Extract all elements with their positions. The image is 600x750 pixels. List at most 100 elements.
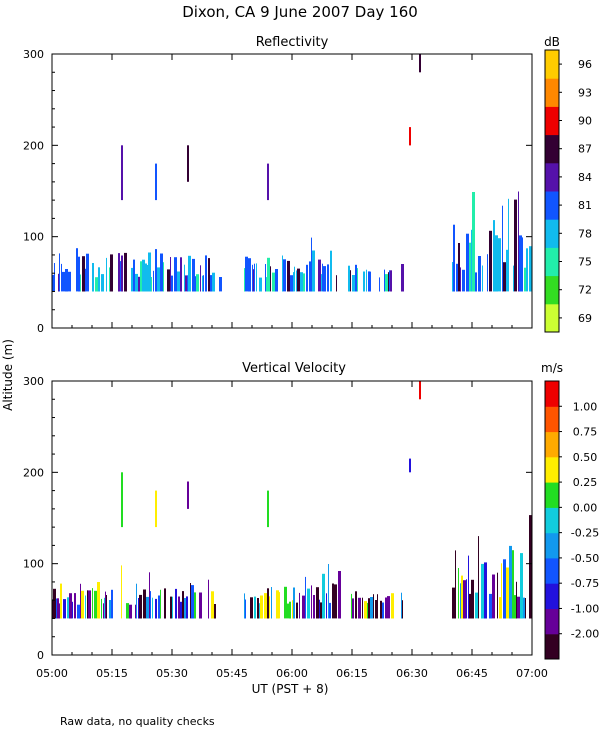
data-column	[321, 274, 322, 292]
data-column	[155, 598, 157, 619]
data-column	[455, 550, 456, 619]
colorbar-label: 72	[578, 284, 592, 297]
data-column	[287, 260, 290, 292]
colorbar-label: 96	[578, 58, 592, 71]
data-column	[358, 597, 361, 619]
data-column	[88, 590, 91, 619]
colorbar-swatch	[545, 162, 559, 192]
data-column	[503, 559, 506, 619]
data-column	[355, 591, 357, 619]
data-column	[401, 264, 404, 292]
data-column	[368, 271, 370, 292]
data-column	[300, 272, 303, 292]
data-column	[150, 591, 151, 619]
data-column	[190, 583, 191, 619]
data-column	[322, 263, 323, 292]
data-column	[170, 257, 171, 292]
echo-streak	[155, 490, 157, 528]
data-column	[492, 574, 495, 619]
data-column	[135, 604, 136, 619]
data-column	[377, 594, 378, 619]
colorbar-label: 1.00	[573, 400, 598, 413]
data-column	[272, 272, 275, 292]
y-tick-label: 300	[23, 375, 44, 388]
echo-streak	[187, 145, 189, 182]
data-column	[388, 272, 389, 292]
data-column	[311, 585, 312, 619]
colorbar-swatch	[545, 191, 559, 220]
colorbar-swatch	[545, 381, 559, 407]
data-column	[471, 579, 474, 619]
data-column	[294, 266, 295, 292]
data-column	[160, 589, 161, 619]
colorbar-label: 78	[578, 227, 592, 240]
data-column	[142, 259, 145, 292]
colorbar-swatch	[545, 456, 559, 483]
data-column	[517, 596, 520, 619]
data-column	[69, 593, 72, 619]
colorbar-frame	[544, 380, 560, 660]
data-column	[180, 257, 182, 292]
colorbar-label: -0.25	[571, 527, 599, 540]
data-column	[466, 579, 467, 619]
data-column	[525, 598, 526, 619]
data-column	[475, 592, 478, 619]
echo-streak	[409, 127, 411, 146]
data-column	[328, 564, 329, 619]
data-column	[391, 593, 394, 619]
data-column	[523, 597, 525, 619]
data-column	[506, 567, 509, 619]
data-column	[352, 598, 354, 619]
data-column	[80, 274, 81, 292]
x-tick-label: 05:30	[156, 667, 188, 680]
data-column	[323, 266, 326, 292]
velocity-axes: 0 100 200 300 05:00 05:15 05:30 05:45 06:00 06:15…	[23, 375, 548, 680]
data-column	[131, 267, 133, 292]
data-column	[487, 254, 488, 292]
data-column	[363, 271, 365, 292]
data-column	[520, 553, 523, 619]
data-column	[76, 248, 78, 292]
data-column	[282, 255, 283, 292]
echo-streak	[121, 145, 123, 201]
colorbar-swatch	[545, 633, 559, 660]
data-column	[219, 277, 222, 292]
data-column	[62, 271, 65, 292]
data-column	[259, 603, 260, 619]
data-column	[375, 600, 377, 619]
data-column	[307, 588, 310, 619]
data-column	[289, 601, 291, 619]
data-column	[382, 602, 384, 619]
data-column	[519, 235, 522, 292]
data-column	[352, 275, 355, 292]
data-column	[498, 238, 501, 292]
data-column	[145, 263, 147, 292]
data-column	[260, 595, 263, 619]
data-column	[160, 253, 163, 292]
data-column	[92, 263, 94, 292]
data-column	[184, 598, 186, 619]
colorbar-label: 0.25	[573, 476, 598, 489]
data-column	[462, 269, 465, 292]
data-column	[120, 261, 121, 292]
data-column	[82, 256, 85, 292]
data-column	[63, 599, 66, 619]
data-column	[379, 277, 380, 292]
data-column	[252, 264, 253, 292]
data-column	[514, 199, 517, 292]
data-column	[276, 590, 279, 619]
data-column	[118, 253, 120, 292]
data-column	[194, 592, 196, 619]
data-column	[401, 592, 402, 619]
data-column	[452, 262, 453, 292]
x-axis-label: UT (PST + 8)	[252, 682, 329, 696]
data-column	[97, 582, 100, 619]
data-column	[297, 268, 300, 292]
data-column	[244, 268, 245, 292]
data-column	[151, 277, 152, 292]
data-column	[303, 273, 305, 292]
data-column	[208, 579, 209, 619]
data-column	[466, 233, 469, 292]
data-column	[384, 269, 385, 292]
data-column	[270, 266, 271, 292]
